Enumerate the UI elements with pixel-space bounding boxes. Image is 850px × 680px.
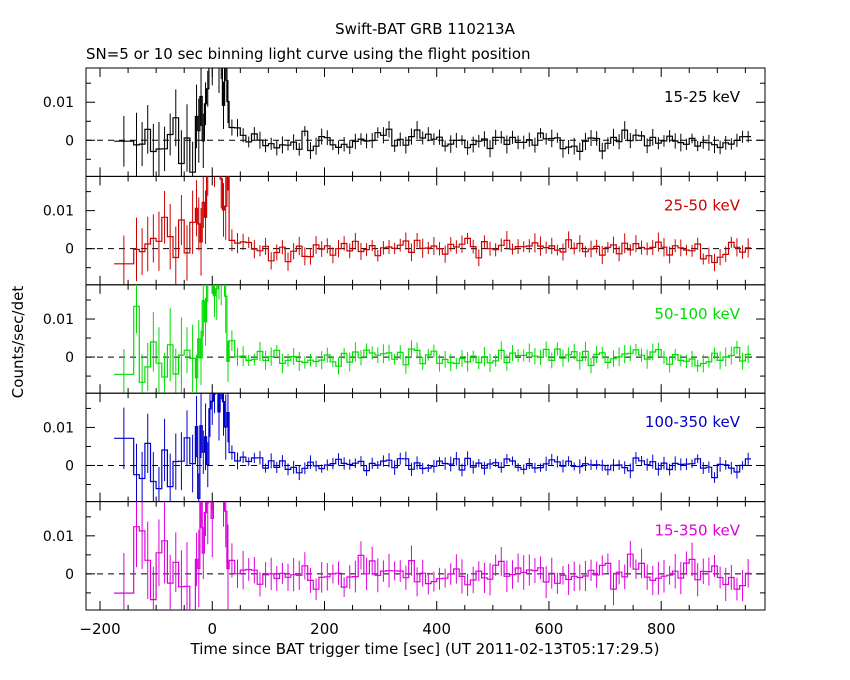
panel-100-350-kev: 0 0.01 100-350 keV [43, 392, 766, 503]
x-tick-label: 0 [207, 620, 217, 638]
x-tick-label: 400 [422, 620, 451, 638]
y-tick-label: 0 [65, 133, 74, 149]
x-tick-label: 800 [647, 620, 676, 638]
chart-title: Swift-BAT GRB 110213A [335, 20, 515, 38]
light-curve-step [114, 501, 751, 611]
energy-band-label: 15-25 keV [664, 88, 741, 106]
y-tick-label: 0.01 [43, 312, 74, 328]
y-tick-label: 0.01 [43, 420, 74, 436]
panel-frame [85, 175, 766, 286]
panel-15-350-kev: 0 0.01 15-350 keV [43, 501, 766, 611]
panel-25-50-kev: 0 0.01 25-50 keV [43, 175, 766, 286]
energy-band-label: 15-350 keV [654, 522, 740, 540]
panel-frame [85, 284, 766, 394]
y-tick-label: 0 [65, 350, 74, 366]
light-curve-series [114, 176, 751, 285]
y-tick-label: 0.01 [43, 204, 74, 220]
y-tick-label: 0 [65, 458, 74, 474]
y-tick-label: 0 [65, 567, 74, 583]
energy-band-label: 25-50 keV [664, 196, 741, 214]
panel-15-25-kev: 0 0.01 15-25 keV [43, 67, 766, 177]
light-curve-step [114, 393, 751, 499]
x-tick-label: 600 [535, 620, 564, 638]
light-curve-step [114, 68, 751, 173]
light-curve-step [114, 176, 751, 265]
y-axis-label: Counts/sec/det [9, 285, 27, 399]
y-tick-label: 0 [65, 242, 74, 258]
light-curve-series [114, 393, 751, 502]
energy-band-label: 100-350 keV [645, 413, 741, 431]
energy-band-label: 50-100 keV [654, 305, 740, 323]
light-curve-series [114, 501, 751, 611]
panel-frame [85, 67, 766, 177]
x-tick-label: 200 [310, 620, 339, 638]
panel-frame [85, 392, 766, 503]
y-tick-label: 0.01 [43, 95, 74, 111]
x-tick-label: −200 [79, 620, 120, 638]
chart-subtitle: SN=5 or 10 sec binning light curve using… [86, 45, 531, 63]
light-curve-step [114, 284, 751, 383]
light-curve-series [114, 68, 751, 177]
y-tick-label: 0.01 [43, 529, 74, 545]
panel-frame [85, 501, 766, 611]
panel-50-100-kev: 0 0.01 50-100 keV [43, 284, 766, 394]
light-curve-series [114, 284, 751, 394]
x-axis-label: Time since BAT trigger time [sec] (UT 20… [190, 640, 660, 658]
